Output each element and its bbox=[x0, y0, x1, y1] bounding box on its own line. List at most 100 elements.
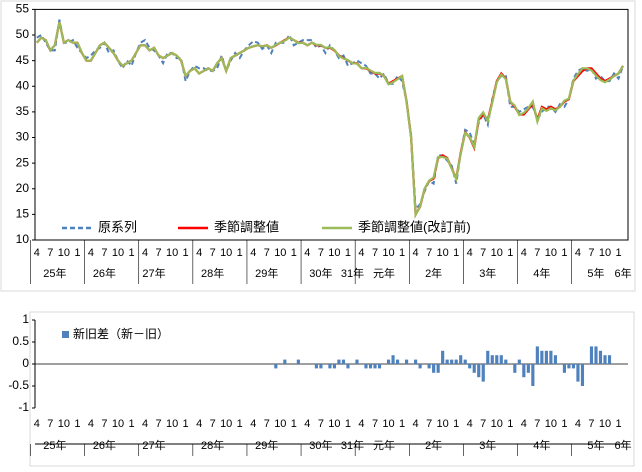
chart-border bbox=[0, 0, 636, 292]
bar bbox=[364, 364, 368, 369]
x-tick-label: 4 bbox=[521, 418, 527, 430]
x-tick-label: 1 bbox=[345, 247, 351, 259]
x-group-label: 31年 bbox=[341, 438, 364, 452]
bar bbox=[355, 359, 359, 364]
x-tick-label: 10 bbox=[112, 247, 124, 259]
bar bbox=[531, 364, 535, 386]
bar bbox=[481, 364, 485, 382]
x-tick-label: 7 bbox=[101, 418, 107, 430]
bar bbox=[553, 355, 557, 364]
x-tick-label: 4 bbox=[142, 418, 148, 430]
x-tick-label: 4 bbox=[467, 247, 473, 259]
x-group-label: 6年 bbox=[614, 438, 631, 452]
bar bbox=[580, 364, 585, 386]
x-group-label: 25年 bbox=[43, 438, 66, 452]
y-tick-label: 15 bbox=[16, 207, 30, 221]
x-tick-label: 1 bbox=[74, 418, 80, 430]
x-tick-label: 7 bbox=[155, 247, 161, 259]
x-tick-label: 7 bbox=[318, 418, 324, 430]
x-tick-label: 7 bbox=[426, 418, 432, 430]
bar bbox=[386, 359, 391, 364]
bar bbox=[337, 359, 341, 364]
bar bbox=[504, 359, 508, 364]
bar bbox=[598, 350, 603, 364]
bar bbox=[463, 359, 467, 364]
x-tick-label: 1 bbox=[615, 418, 621, 430]
x-group-label: 29年 bbox=[255, 266, 278, 280]
x-tick-label: 10 bbox=[58, 247, 70, 259]
x-tick-label: 7 bbox=[264, 418, 270, 430]
bar bbox=[283, 359, 287, 364]
bar bbox=[436, 364, 440, 373]
bar bbox=[490, 355, 494, 364]
x-tick-label: 4 bbox=[250, 418, 256, 430]
bar bbox=[589, 346, 594, 364]
x-tick-label: 4 bbox=[413, 247, 419, 259]
bar bbox=[576, 364, 580, 382]
x-group-label: 26年 bbox=[93, 266, 116, 280]
bar bbox=[414, 359, 418, 364]
x-tick-label: 4 bbox=[467, 418, 473, 430]
x-tick-label: 1 bbox=[237, 418, 243, 430]
legend-label: 季節調整値 bbox=[214, 219, 279, 234]
series-line bbox=[35, 21, 624, 219]
x-tick-label: 10 bbox=[545, 247, 557, 259]
x-tick-label: 7 bbox=[534, 247, 540, 259]
x-group-label: 3年 bbox=[479, 266, 496, 280]
x-tick-label: 7 bbox=[155, 418, 161, 430]
legend-swatch bbox=[62, 331, 69, 338]
legend-label: 原系列 bbox=[98, 219, 137, 234]
x-group-label: 28年 bbox=[201, 438, 224, 452]
x-tick-label: 10 bbox=[599, 418, 611, 430]
bar bbox=[477, 364, 481, 378]
bar bbox=[603, 355, 607, 364]
x-tick-label: 4 bbox=[88, 418, 94, 430]
bar bbox=[328, 364, 332, 369]
bar bbox=[368, 364, 373, 369]
x-group-label: 5年 bbox=[587, 438, 604, 452]
x-tick-label: 4 bbox=[142, 247, 148, 259]
x-group-label: 元年 bbox=[373, 266, 395, 280]
x-tick-label: 7 bbox=[588, 418, 594, 430]
x-tick-label: 10 bbox=[220, 247, 232, 259]
x-tick-label: 4 bbox=[358, 247, 364, 259]
x-tick-label: 7 bbox=[480, 247, 486, 259]
x-tick-label: 7 bbox=[588, 247, 594, 259]
bar bbox=[594, 346, 598, 364]
bar bbox=[319, 364, 323, 369]
x-tick-label: 1 bbox=[453, 247, 459, 259]
bar bbox=[472, 364, 476, 373]
x-tick-label: 1 bbox=[237, 247, 243, 259]
bar bbox=[445, 359, 449, 364]
y-tick-label: 45 bbox=[16, 53, 30, 67]
x-group-label: 2年 bbox=[425, 438, 442, 452]
x-tick-label: 10 bbox=[437, 247, 449, 259]
bar bbox=[526, 364, 530, 373]
bar bbox=[314, 364, 318, 369]
series-line bbox=[35, 21, 624, 219]
x-tick-label: 10 bbox=[58, 418, 70, 430]
y-tick-label: 20 bbox=[16, 181, 30, 195]
bar bbox=[459, 355, 463, 364]
bar bbox=[499, 355, 503, 364]
x-tick-label: 1 bbox=[183, 247, 189, 259]
x-tick-label: 1 bbox=[561, 247, 567, 259]
x-group-label: 27年 bbox=[142, 266, 165, 280]
bar bbox=[535, 346, 539, 364]
x-group-label: 3年 bbox=[479, 438, 496, 452]
x-tick-label: 1 bbox=[399, 418, 405, 430]
x-group-label: 30年 bbox=[309, 266, 332, 280]
bar bbox=[373, 364, 377, 369]
x-group-label: 4年 bbox=[533, 438, 550, 452]
bar bbox=[341, 359, 346, 364]
bar bbox=[427, 364, 431, 369]
x-tick-label: 10 bbox=[274, 418, 286, 430]
x-tick-label: 4 bbox=[521, 247, 527, 259]
bar bbox=[377, 364, 382, 369]
x-tick-label: 1 bbox=[561, 418, 567, 430]
x-tick-label: 10 bbox=[599, 247, 611, 259]
x-tick-label: 1 bbox=[291, 418, 297, 430]
x-tick-label: 10 bbox=[112, 418, 124, 430]
y-tick-label: -1 bbox=[18, 400, 29, 414]
bar bbox=[571, 364, 576, 369]
